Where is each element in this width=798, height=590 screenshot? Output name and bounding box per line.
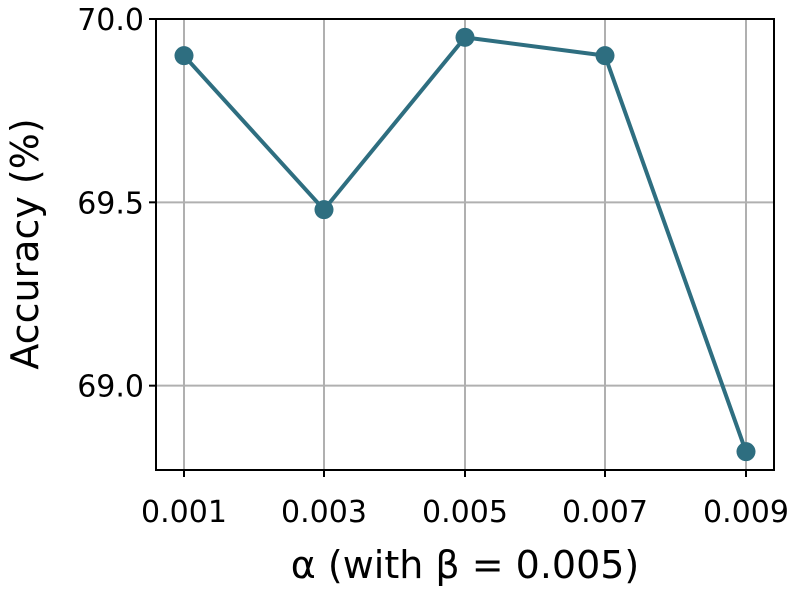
x-tick-label: 0.005 [422, 495, 508, 530]
x-tick-label: 0.001 [141, 495, 227, 530]
grid [156, 18, 774, 470]
data-point [455, 27, 475, 47]
series-layer [174, 27, 756, 462]
y-axis-label: Accuracy (%) [3, 118, 47, 369]
y-tick-label: 69.5 [77, 186, 144, 221]
ticks-layer: 0.001 0.003 0.005 0.007 0.009 69.0 69.5 70.0 [77, 3, 789, 530]
x-tick-label: 0.007 [562, 495, 648, 530]
plot-frame [155, 18, 775, 471]
data-point [736, 442, 756, 462]
data-point [174, 46, 194, 66]
data-point [314, 200, 334, 220]
data-point [595, 46, 615, 66]
y-tick-label: 70.0 [77, 3, 144, 38]
x-axis-label: α (with β = 0.005) [291, 543, 640, 587]
y-tick-label: 69.0 [77, 370, 144, 405]
x-tick-label: 0.009 [703, 495, 789, 530]
x-tick-label: 0.003 [281, 495, 367, 530]
